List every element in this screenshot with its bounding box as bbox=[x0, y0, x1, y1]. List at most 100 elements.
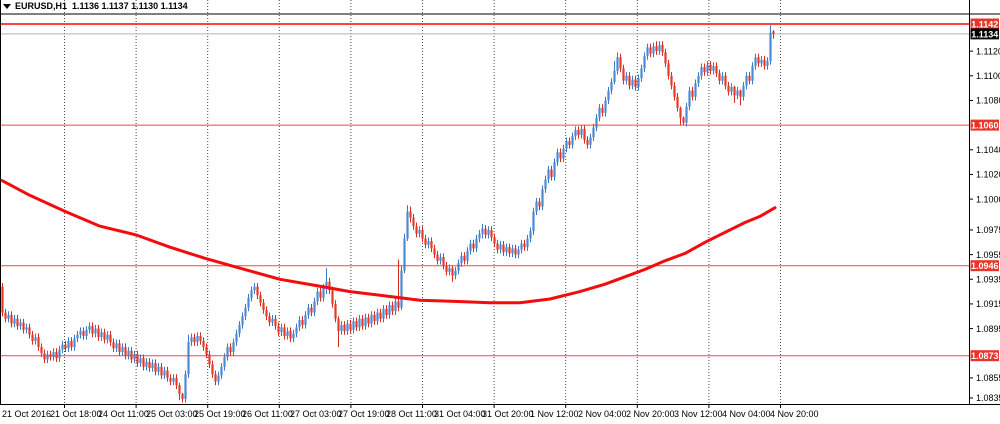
candle-bullish bbox=[730, 86, 733, 92]
candle-bullish bbox=[76, 334, 79, 339]
candle-bearish bbox=[289, 331, 292, 339]
time-axis-label: 2 Nov 04:00 bbox=[578, 409, 627, 419]
candle-bullish bbox=[565, 141, 568, 149]
candle-bullish bbox=[535, 201, 538, 212]
candle-bearish bbox=[445, 265, 448, 272]
candle-bullish bbox=[85, 329, 88, 336]
candle-bearish bbox=[64, 344, 67, 349]
candle-bullish bbox=[241, 316, 244, 325]
candle-bearish bbox=[715, 65, 718, 74]
candle-bullish bbox=[139, 358, 142, 364]
candle-bearish bbox=[154, 363, 157, 372]
candle-bullish bbox=[448, 268, 451, 272]
candle-bearish bbox=[319, 291, 322, 298]
candle-bearish bbox=[379, 312, 382, 319]
candle-bullish bbox=[580, 128, 583, 135]
candle-bullish bbox=[52, 352, 55, 357]
candle-bullish bbox=[760, 59, 763, 64]
candle-bearish bbox=[277, 326, 280, 333]
candle-bullish bbox=[286, 331, 289, 336]
price-axis-label: 1.1080 bbox=[976, 96, 1000, 106]
candle-bearish bbox=[451, 268, 454, 276]
time-axis-label: 27 Oct 03:00 bbox=[290, 409, 342, 419]
candle-bearish bbox=[355, 321, 358, 328]
candle-bearish bbox=[82, 331, 85, 336]
candle-bearish bbox=[601, 107, 604, 113]
candle-bearish bbox=[22, 322, 25, 330]
price-axis-label: 1.0895 bbox=[976, 324, 1000, 334]
candle-bearish bbox=[256, 286, 259, 296]
candle-bullish bbox=[13, 318, 16, 324]
candle-bearish bbox=[757, 57, 760, 64]
candle-bullish bbox=[46, 354, 49, 360]
candle-bullish bbox=[598, 107, 601, 118]
candle-bearish bbox=[181, 393, 184, 399]
candle-bullish bbox=[298, 319, 301, 328]
candle-bearish bbox=[310, 307, 313, 313]
time-axis-label: 21 Oct 2016 bbox=[2, 409, 51, 419]
candle-bearish bbox=[472, 243, 475, 249]
candle-bearish bbox=[55, 352, 58, 359]
price-axis-label: 1.1020 bbox=[976, 170, 1000, 180]
price-axis-label: 1.1000 bbox=[976, 194, 1000, 204]
candle-bearish bbox=[37, 337, 40, 348]
candle-bullish bbox=[685, 106, 688, 123]
price-badge-label: 1.1142 bbox=[971, 19, 998, 29]
candle-bullish bbox=[232, 342, 235, 353]
candle-bullish bbox=[322, 287, 325, 298]
candle-bullish bbox=[346, 323, 349, 332]
candle-bearish bbox=[229, 347, 232, 353]
candle-bearish bbox=[301, 319, 304, 325]
candle-bearish bbox=[655, 46, 658, 52]
candle-bullish bbox=[61, 344, 64, 350]
price-axis-label: 1.0955 bbox=[976, 250, 1000, 260]
candle-bearish bbox=[739, 90, 742, 97]
time-axis-label: 31 Oct 20:00 bbox=[482, 409, 534, 419]
candle-bullish bbox=[541, 189, 544, 207]
candle-bullish bbox=[190, 337, 193, 343]
candle-bearish bbox=[136, 354, 139, 364]
candle-bearish bbox=[169, 377, 172, 382]
candle-bearish bbox=[484, 228, 487, 235]
candle-bullish bbox=[697, 75, 700, 84]
candle-bullish bbox=[394, 301, 397, 312]
candle-bearish bbox=[214, 374, 217, 382]
candle-bullish bbox=[499, 244, 502, 250]
candle-bearish bbox=[670, 75, 673, 86]
candle-bearish bbox=[412, 217, 415, 227]
price-axis-label: 1.1040 bbox=[976, 145, 1000, 155]
candle-bullish bbox=[721, 75, 724, 81]
price-badge-label: 1.0946 bbox=[971, 261, 999, 271]
candle-bearish bbox=[577, 130, 580, 135]
candle-bullish bbox=[754, 57, 757, 66]
candle-bearish bbox=[103, 332, 106, 340]
candle-bullish bbox=[235, 333, 238, 343]
symbol-dropdown-icon[interactable] bbox=[3, 4, 11, 9]
candle-bullish bbox=[79, 331, 82, 335]
candle-bearish bbox=[514, 248, 517, 255]
chart-title-ohlc: EURUSD,H1 1.1136 1.1137 1.1130 1.1134 bbox=[15, 1, 188, 11]
candle-bullish bbox=[133, 354, 136, 360]
candle-bearish bbox=[283, 327, 286, 336]
candle-bearish bbox=[349, 323, 352, 330]
price-level-badge bbox=[970, 119, 999, 131]
candle-bearish bbox=[442, 257, 445, 266]
candle-bullish bbox=[604, 100, 607, 113]
candle-bullish bbox=[520, 243, 523, 250]
candle-bearish bbox=[628, 75, 631, 86]
candle-bullish bbox=[418, 229, 421, 234]
candle-bearish bbox=[673, 85, 676, 97]
candle-bullish bbox=[88, 326, 91, 330]
candle-bearish bbox=[490, 229, 493, 238]
candle-bullish bbox=[145, 361, 148, 367]
candle-bullish bbox=[403, 238, 406, 271]
candle-bearish bbox=[508, 247, 511, 254]
candle-bearish bbox=[424, 238, 427, 245]
time-axis-label: 25 Oct 19:00 bbox=[194, 409, 246, 419]
candle-bullish bbox=[610, 81, 613, 91]
candle-bullish bbox=[517, 249, 520, 255]
candle-bullish bbox=[220, 366, 223, 376]
candle-bullish bbox=[466, 250, 469, 261]
